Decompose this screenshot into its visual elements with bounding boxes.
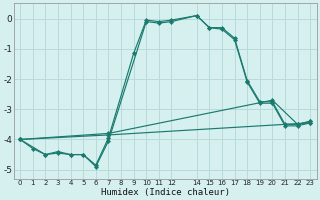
X-axis label: Humidex (Indice chaleur): Humidex (Indice chaleur) xyxy=(101,188,230,197)
